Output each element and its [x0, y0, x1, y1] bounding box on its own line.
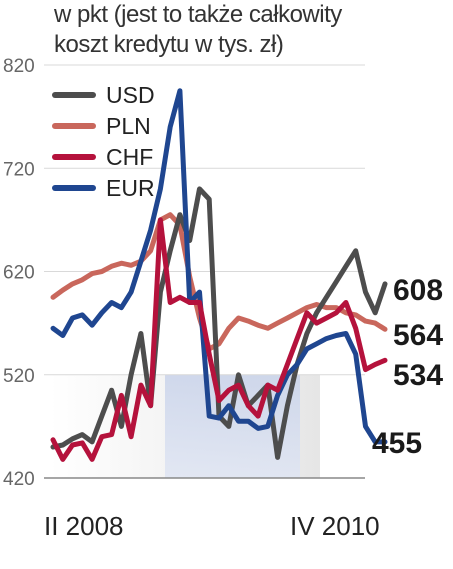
legend-label-eur: EUR	[106, 175, 155, 201]
y-tick-label-720: 720	[3, 159, 35, 180]
legend-label-usd: USD	[106, 82, 155, 108]
chart-subtitle: w pkt (jest to także całkowity koszt kre…	[54, 0, 342, 60]
x-tick-label-1: IV 2010	[290, 511, 380, 541]
legend-label-pln: PLN	[106, 113, 151, 139]
subtitle-line-1: w pkt (jest to także całkowity	[54, 1, 342, 28]
series-line-chf	[50, 217, 388, 462]
y-tick-label-420: 420	[3, 469, 35, 490]
series-line-pln	[50, 212, 388, 352]
legend-label-chf: CHF	[106, 144, 153, 170]
end-label-chf: 534	[393, 359, 443, 392]
end-label-eur: 455	[372, 427, 422, 460]
y-tick-label-820: 820	[3, 56, 35, 77]
end-label-pln: 564	[393, 319, 443, 352]
subtitle-line-2: koszt kredytu w tys. zł)	[54, 31, 284, 58]
end-label-usd: 608	[393, 274, 443, 307]
series-line-eur	[50, 88, 388, 445]
y-tick-label-520: 520	[3, 366, 35, 387]
y-tick-label-620: 620	[3, 263, 35, 284]
x-tick-label-0: II 2008	[44, 511, 124, 541]
